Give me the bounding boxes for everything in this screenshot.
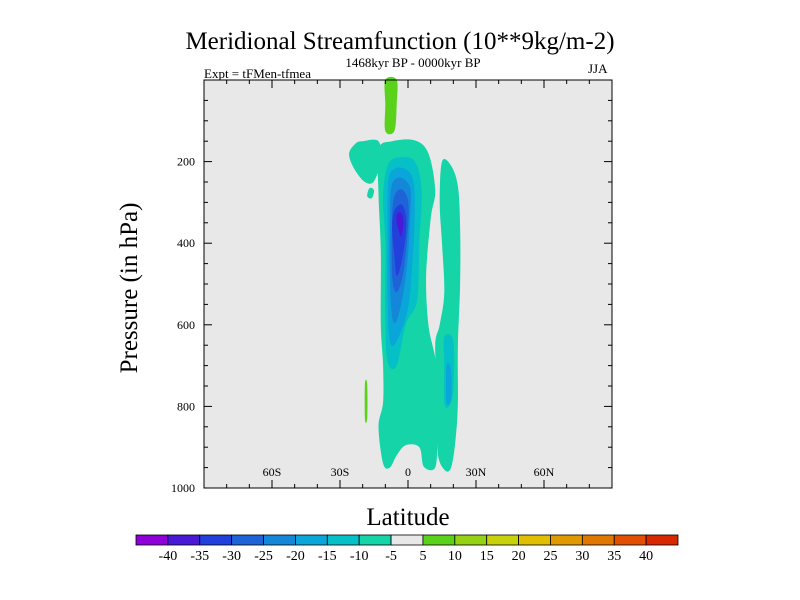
contour-region (349, 139, 382, 184)
colorbar-label: 25 (543, 549, 557, 564)
colorbar-swatch (486, 534, 519, 546)
x-tick-label: 60S (263, 465, 282, 479)
chart-title: Meridional Streamfunction (10**9kg/m-2) (185, 28, 615, 55)
colorbar-swatch (613, 534, 647, 546)
contour-region (364, 379, 368, 423)
colorbar-label: 35 (607, 549, 621, 564)
colorbar-swatch (326, 534, 360, 546)
colorbar-label: -15 (318, 549, 337, 564)
colorbar-swatch (645, 534, 679, 546)
colorbar-swatch (390, 534, 424, 546)
contour-region (384, 76, 398, 135)
colorbar-label: -5 (385, 549, 397, 564)
contour-region (435, 159, 461, 472)
x-axis-label: Latitude (366, 504, 450, 531)
colorbar-swatch (263, 534, 296, 546)
colorbar-swatch (199, 534, 233, 546)
axis-ticks: 60S 30S 0 30N 60N 200 400 600 800 1000 (171, 80, 612, 495)
colorbar-label: 15 (480, 549, 494, 564)
contour-region (367, 187, 375, 199)
colorbar-label: -20 (286, 549, 305, 564)
colorbar-label: -25 (254, 549, 273, 564)
contour-region (445, 363, 452, 405)
x-tick-label: 30N (466, 465, 487, 479)
y-tick-label: 1000 (171, 481, 195, 495)
chart-subtitle: 1468kyr BP - 0000kyr BP (345, 55, 481, 70)
colorbar-label: 30 (575, 549, 589, 564)
colorbar-swatch (518, 534, 551, 546)
colorbar-swatch (550, 534, 583, 546)
season-label: JJA (588, 61, 608, 76)
colorbar: -40 -35 -30 -25 -20 -15 -10 -5 5 10 15 20 25 30 35 40 (135, 534, 679, 564)
colorbar-label: 40 (639, 549, 653, 564)
colorbar-label: -35 (190, 549, 209, 564)
contour-regions (349, 76, 461, 472)
colorbar-label: 5 (419, 549, 426, 564)
colorbar-label: -10 (350, 549, 369, 564)
contour-region (396, 212, 404, 238)
y-tick-label: 600 (177, 318, 195, 332)
y-tick-label: 200 (177, 155, 195, 169)
colorbar-label: -30 (222, 549, 241, 564)
colorbar-swatch (135, 534, 169, 546)
colorbar-swatch (167, 534, 201, 546)
x-tick-label: 0 (405, 465, 411, 479)
y-tick-label: 400 (177, 236, 195, 250)
colorbar-swatch (422, 534, 456, 546)
colorbar-swatch (454, 534, 488, 546)
colorbar-swatch (295, 534, 328, 546)
colorbar-swatch (231, 534, 264, 546)
colorbar-label: 20 (512, 549, 526, 564)
colorbar-label: 10 (448, 549, 462, 564)
colorbar-swatch (358, 534, 392, 546)
y-tick-label: 800 (177, 399, 195, 413)
x-tick-label: 30S (331, 465, 350, 479)
x-tick-label: 60N (534, 465, 555, 479)
colorbar-swatch (581, 534, 615, 546)
experiment-label: Expt = tFMen-tfmea (204, 66, 311, 81)
colorbar-label: -40 (159, 549, 178, 564)
